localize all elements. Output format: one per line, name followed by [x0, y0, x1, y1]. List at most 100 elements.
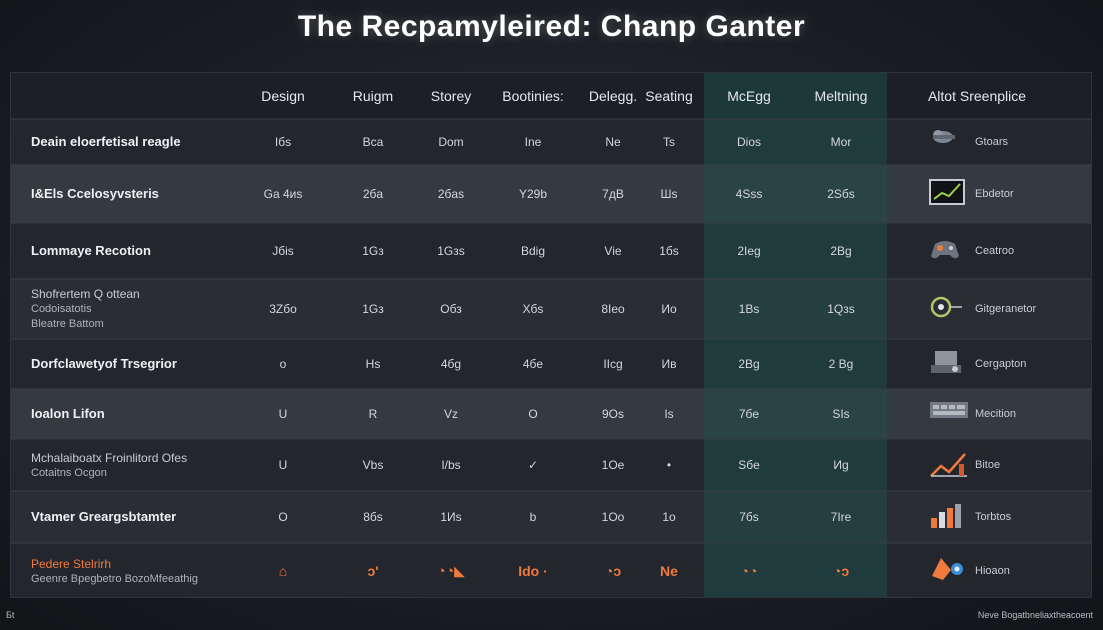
app-cell: Gitgeranetor: [929, 294, 1036, 324]
table-cell: 3Zбo: [269, 302, 297, 316]
table-cell: 1Oe: [601, 458, 625, 472]
table-cell: Dios: [736, 135, 762, 149]
row-sublabel: Cotaitns Ocgon: [31, 466, 107, 479]
row-label: Vtamer Greargsbtamter: [31, 509, 176, 525]
row-label-text: Deain eloerfetisal reagle: [31, 134, 181, 149]
app-cell: Hioaon: [929, 556, 1010, 586]
row-label-text: Ioalon Lifon: [31, 406, 105, 421]
column-header: Ruigm: [352, 88, 394, 104]
page-title: The Recpamyleired: Chanp Ganter: [297, 10, 806, 43]
table-cell: Шs: [660, 187, 678, 201]
table-cell: Dom: [438, 135, 464, 149]
row-label: I&Els Ccelosyvsteris: [31, 186, 159, 202]
table-cell: 1Bs: [738, 302, 760, 316]
monitor-icon: [929, 179, 965, 207]
app-label: Torbtos: [975, 511, 1012, 523]
table-cell: 1Gз: [362, 244, 384, 258]
table-cell: 4бg: [440, 357, 462, 371]
column-header: Delegg.: [588, 88, 638, 104]
row-label: Deain eloerfetisal reagle: [31, 134, 181, 150]
table-cell: o: [279, 357, 287, 371]
table-cell: 2бa: [362, 187, 384, 201]
app-cell: Gtoars: [929, 127, 1008, 157]
app-cell: Cergapton: [929, 349, 1026, 379]
table-cell: U: [278, 458, 288, 472]
table-cell: •: [666, 458, 672, 472]
row-band: [11, 223, 1091, 279]
footnote-right: Neve Bogatbneliaxtheacoent: [977, 610, 1093, 620]
table-cell: 4Sss: [735, 187, 763, 201]
row-label: Mchalaiboatx Froinlitord Ofes Cotaitns Oc…: [31, 450, 187, 481]
table-cell: ✓: [527, 458, 539, 472]
column-header: Storey: [430, 88, 472, 104]
bars-icon: [929, 504, 965, 530]
table-cell: 8Ieo: [601, 302, 625, 316]
table-cell: Ne: [660, 563, 678, 579]
table-cell: 2бas: [437, 187, 465, 201]
row-label-text: Lommaye Recotion: [31, 243, 151, 258]
table-cell: ◔ɔ: [604, 563, 622, 579]
table-cell: 1Gзs: [437, 244, 465, 258]
table-cell: 2Sбs: [827, 187, 855, 201]
app-cell: Torbtos: [929, 502, 1011, 532]
app-label: Ebdetor: [975, 188, 1014, 200]
table-cell: ◔◔: [740, 563, 758, 579]
row-band: [11, 339, 1091, 389]
app-label: Cergapton: [975, 358, 1027, 370]
app-label: Bitoe: [975, 459, 1001, 471]
table-cell: Bca: [362, 135, 384, 149]
app-label: Ceatroo: [975, 245, 1015, 257]
table-cell: Oбз: [440, 302, 462, 316]
app-cell: Ebdetor: [929, 179, 1014, 209]
table-cell: 1Gз: [362, 302, 384, 316]
table-cell: Vz: [443, 407, 459, 421]
row-band: [11, 389, 1091, 439]
table-grid: [11, 73, 1091, 597]
column-header: Bootinies:: [502, 88, 564, 104]
pin-icon: [929, 296, 965, 322]
table-cell: 4бe: [522, 357, 544, 371]
table-cell: Xбs: [522, 302, 544, 316]
app-label: Hioaon: [975, 565, 1010, 577]
gamepad-icon: [929, 238, 965, 264]
table-cell: U: [278, 407, 288, 421]
column-header: Design: [261, 88, 305, 104]
row-band: [11, 439, 1091, 491]
table-cell: ɔ': [367, 563, 379, 579]
table-cell: Ив: [661, 357, 677, 371]
table-cell: 2Ieg: [737, 244, 761, 258]
row-label-text: Mchalaiboatx Froinlitord Ofes: [31, 450, 188, 465]
keyboard-icon: [929, 401, 968, 427]
table-cell: Ts: [663, 135, 675, 149]
table-cell: O: [528, 407, 538, 421]
row-sublabel: Geenre Bpegbetro BozoMfeeathig: [31, 572, 198, 585]
table-cell: ⌂: [278, 563, 288, 579]
table-cell: 9Os: [601, 407, 625, 421]
row-label: Dorfclawetyof Trsegrior: [31, 356, 177, 372]
table-cell: ◔◔◣: [437, 562, 465, 579]
table-cell: R: [368, 407, 378, 421]
table-cell: 1бs: [659, 244, 679, 258]
row-label-text: Dorfclawetyof Trsegrior: [31, 356, 177, 371]
column-header: Meltning: [814, 88, 868, 104]
app-label: Gtoars: [975, 136, 1009, 148]
cloud-icon: [929, 129, 965, 155]
column-header-app: Altot Sreenplice: [927, 88, 1027, 104]
app-cell: Mecition: [929, 399, 1016, 429]
table-cell: 2Вg: [830, 244, 852, 258]
row-label: Shofrertem Q ottean Codoisatotis Bleatre B…: [31, 286, 140, 332]
table-cell: 1Иs: [440, 510, 462, 524]
table-cell: 7бe: [738, 407, 760, 421]
comparison-table: Design Ruigm Storey Bootinies: Delegg. Seatin…: [10, 72, 1092, 598]
table-cell: Jбis: [272, 244, 294, 258]
table-cell: 8бs: [363, 510, 383, 524]
row-label-text: I&Els Ccelosyvsteris: [31, 186, 159, 201]
table-cell: IIcg: [603, 357, 623, 371]
table-cell: Bdig: [520, 244, 546, 258]
table-cell: Ga 4иs: [263, 187, 303, 201]
table-cell: Vbs: [362, 458, 384, 472]
app-cell: Bitoe: [929, 450, 1000, 480]
row-band: [11, 279, 1091, 339]
projector-icon: [929, 351, 965, 377]
row-sublabel: Bleatre Battom: [31, 318, 104, 330]
